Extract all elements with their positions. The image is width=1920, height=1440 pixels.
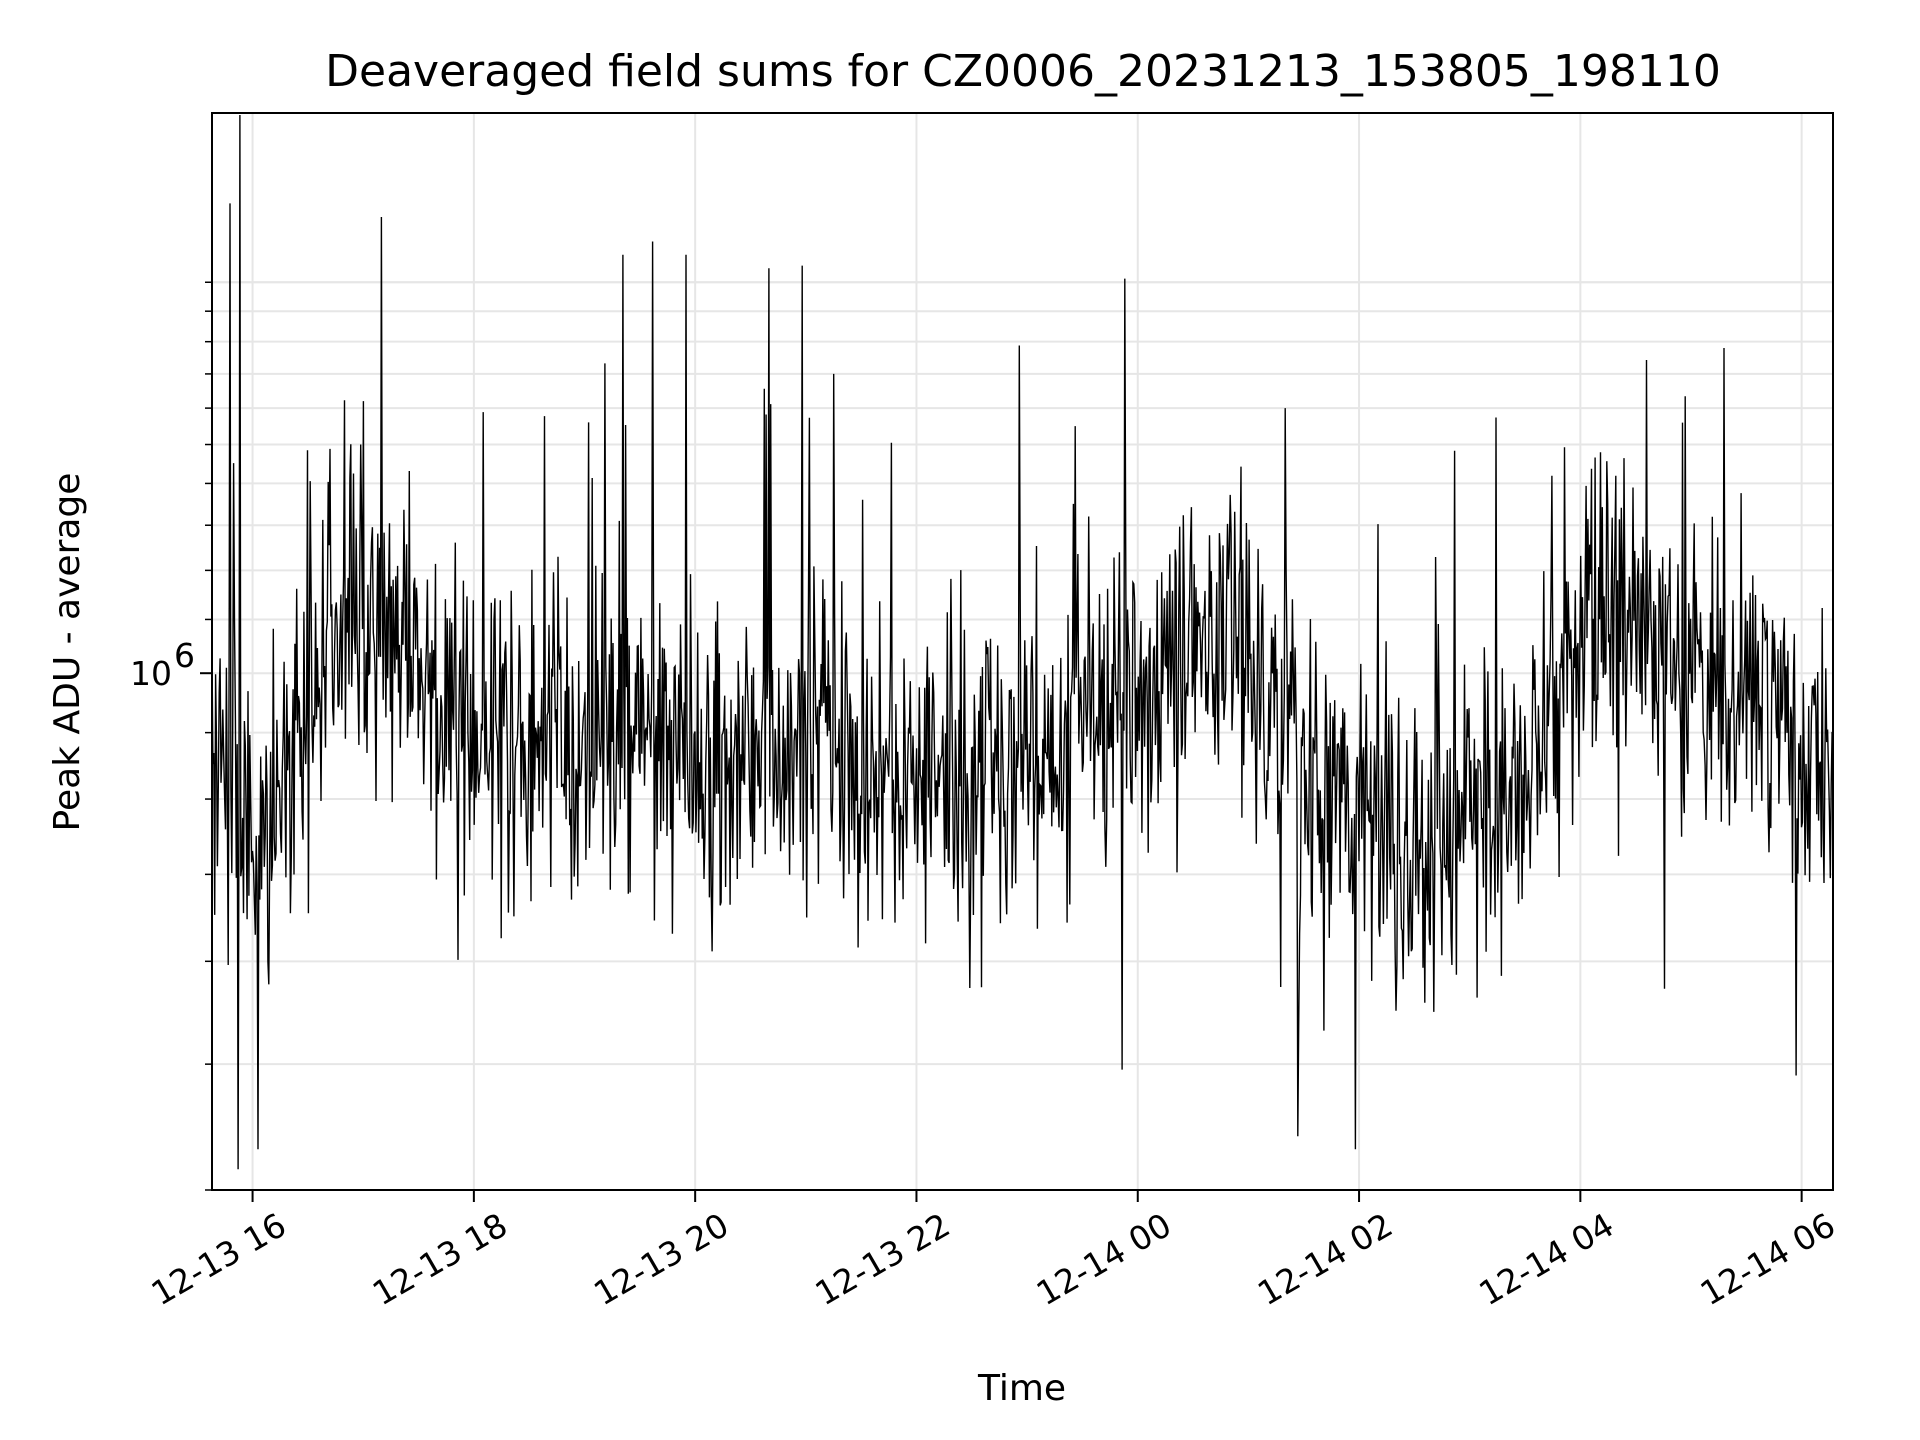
x-tick-label: 12-13 22 (808, 1205, 956, 1313)
x-axis: 12-13 16 12-13 18 12-13 20 12-13 22 12-14 00… (145, 1190, 1842, 1313)
y-tick-exponent: 6 (174, 636, 195, 675)
x-tick-label: 12-13 18 (366, 1205, 514, 1313)
x-tick-label: 12-14 02 (1251, 1205, 1399, 1313)
x-tick-label: 12-14 00 (1030, 1205, 1178, 1313)
x-tick-label: 12-13 20 (587, 1205, 735, 1313)
x-tick-label: 12-14 06 (1694, 1205, 1842, 1313)
x-tick-label: 12-13 16 (145, 1205, 293, 1313)
plot-frame (211, 112, 1834, 1191)
series-line (211, 114, 1834, 1170)
series-path (211, 114, 1834, 1170)
x-tick-label: 12-14 04 (1472, 1205, 1620, 1313)
chart-title: Deaveraged field sums for CZ0006_2023121… (325, 46, 1721, 97)
y-tick-label: 10 (130, 654, 172, 693)
y-axis-label: Peak ADU - average (47, 473, 88, 832)
y-axis: 10 6 (130, 281, 212, 1191)
x-axis-label: Time (977, 1368, 1066, 1409)
